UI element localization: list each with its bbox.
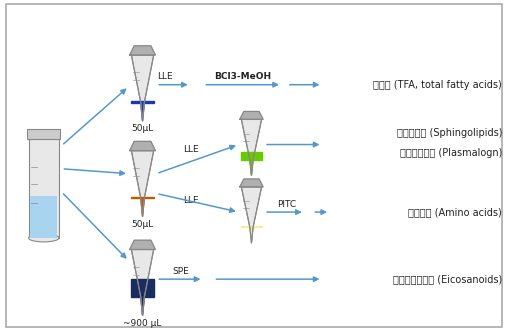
Text: 플라즈마로겐 (Plasmalogn): 플라즈마로겐 (Plasmalogn) [400,148,502,158]
Polygon shape [132,101,154,103]
Text: 50μL: 50μL [132,124,154,133]
Text: BCl3-MeOH: BCl3-MeOH [214,72,271,81]
Text: 에이코사노이드 (Eicosanoids): 에이코사노이드 (Eicosanoids) [393,274,502,284]
Polygon shape [130,240,155,250]
Text: 아미노산 (Amino acids): 아미노산 (Amino acids) [408,207,502,217]
Polygon shape [132,151,154,216]
Text: PITC: PITC [277,200,297,209]
Text: LLE: LLE [183,145,199,154]
Polygon shape [130,46,155,55]
Polygon shape [241,152,262,160]
Bar [28,139,59,238]
Polygon shape [132,55,154,121]
Polygon shape [241,119,262,175]
Polygon shape [250,227,253,243]
Text: 지방산 (TFA, total fatty acids): 지방산 (TFA, total fatty acids) [373,80,502,90]
Polygon shape [141,198,144,216]
Polygon shape [141,103,144,121]
Polygon shape [241,226,262,227]
Polygon shape [240,112,263,119]
Text: LLE: LLE [183,196,199,206]
Text: 스핑고지질 (Sphingolipids): 스핑고지질 (Sphingolipids) [397,128,502,138]
Polygon shape [250,160,253,175]
Ellipse shape [28,234,59,242]
Bar [27,129,60,139]
Polygon shape [132,250,154,315]
Text: SPE: SPE [172,267,189,276]
Text: ~900 μL: ~900 μL [123,319,162,328]
Text: 50μL: 50μL [132,220,154,229]
Polygon shape [132,197,154,198]
Polygon shape [130,141,155,151]
Polygon shape [241,187,262,243]
Polygon shape [240,179,263,187]
Text: LLE: LLE [157,72,173,81]
Polygon shape [141,297,144,315]
Bar [30,196,57,238]
Polygon shape [132,279,154,297]
